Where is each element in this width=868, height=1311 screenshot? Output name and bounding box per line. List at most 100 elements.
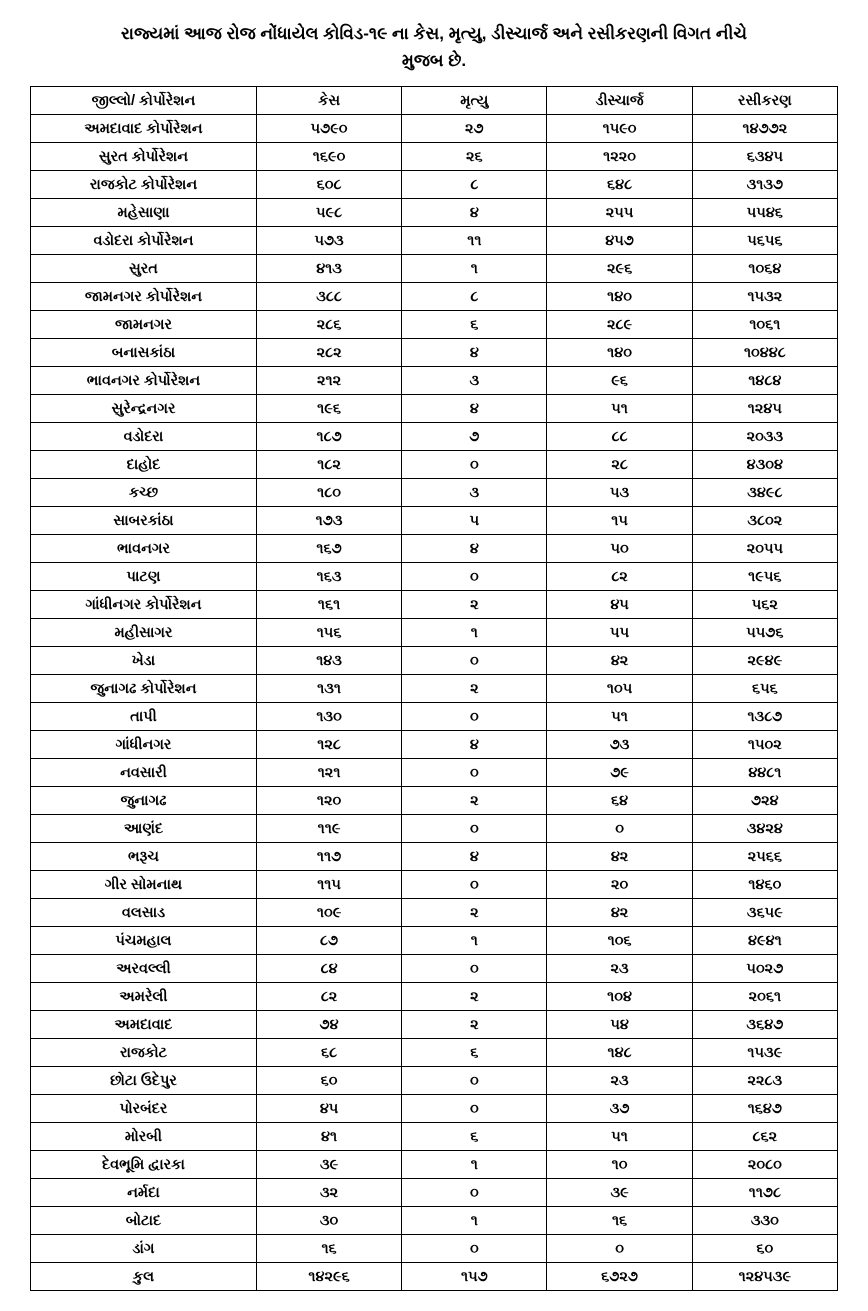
header-discharge: ડીસ્ચાર્જ xyxy=(547,87,692,115)
cell-cases: ૧૩૦ xyxy=(256,703,401,731)
table-row: ગાંધીનગર કોર્પોરેશન૧૬૧૨૪૫૫૬૨ xyxy=(31,591,838,619)
cell-cases: ૧૪૨૯૬ xyxy=(256,1263,401,1291)
cell-vaccination: ૫૬૨ xyxy=(692,591,837,619)
cell-district: નવસારી xyxy=(31,759,257,787)
table-header-row: જીલ્લો/ કોર્પોરેશન કેસ મૃત્યુ ડીસ્ચાર્જ … xyxy=(31,87,838,115)
cell-cases: ૧૩૧ xyxy=(256,675,401,703)
cell-deaths: ૪ xyxy=(402,199,547,227)
cell-vaccination: ૨૦૫૫ xyxy=(692,535,837,563)
cell-district: ડાંગ xyxy=(31,1235,257,1263)
cell-cases: ૧૭૩ xyxy=(256,507,401,535)
cell-discharge: ૨૫૫ xyxy=(547,199,692,227)
cell-vaccination: ૧૬૪૭ xyxy=(692,1095,837,1123)
cell-deaths: ૫ xyxy=(402,507,547,535)
header-vaccination: રસીકરણ xyxy=(692,87,837,115)
cell-deaths: ૦ xyxy=(402,563,547,591)
table-row: તાપી૧૩૦૦૫૧૧૩૮૭ xyxy=(31,703,838,731)
cell-district: ગાંધીનગર xyxy=(31,731,257,759)
cell-cases: ૧૦૯ xyxy=(256,899,401,927)
cell-vaccination: ૬૩૪૫ xyxy=(692,143,837,171)
cell-district: રાજકોટ xyxy=(31,1039,257,1067)
title-line-2: મુજબ છે. xyxy=(402,51,466,70)
cell-deaths: ૨ xyxy=(402,787,547,815)
table-row: આણંદ૧૧૯૦૦૩૪૨૪ xyxy=(31,815,838,843)
cell-district: અમરેલી xyxy=(31,983,257,1011)
cell-discharge: ૪૨ xyxy=(547,647,692,675)
header-deaths: મૃત્યુ xyxy=(402,87,547,115)
table-row: સુરેન્દ્રનગર૧૯૬૪૫૧૧૨૪૫ xyxy=(31,395,838,423)
table-row: જામનગર કોર્પોરેશન૩૮૮૮૧૪૦૧૫૩૨ xyxy=(31,283,838,311)
cell-cases: ૨૮૬ xyxy=(256,311,401,339)
cell-vaccination: ૧૦૬૪ xyxy=(692,255,837,283)
cell-discharge: ૧૨૨૦ xyxy=(547,143,692,171)
table-row: ગાંધીનગર૧૨૮૪૭૩૧૫૦૨ xyxy=(31,731,838,759)
cell-district: પંચમહાલ xyxy=(31,927,257,955)
table-row: નર્મદા૩૨૦૩૯૧૧૭૮ xyxy=(31,1179,838,1207)
cell-discharge: ૫૧ xyxy=(547,703,692,731)
cell-cases: ૫૯૮ xyxy=(256,199,401,227)
cell-vaccination: ૨૯૪૯ xyxy=(692,647,837,675)
cell-cases: ૨૧૨ xyxy=(256,367,401,395)
cell-discharge: ૧૦૪ xyxy=(547,983,692,1011)
cell-discharge: ૪૨ xyxy=(547,843,692,871)
cell-cases: ૧૧૭ xyxy=(256,843,401,871)
cell-district: પોરબંદર xyxy=(31,1095,257,1123)
table-body: અમદાવાદ કોર્પોરેશન૫૭૯૦૨૭૧૫૯૦૧૪૭૭૨સુરત કો… xyxy=(31,115,838,1291)
cell-district: પાટણ xyxy=(31,563,257,591)
cell-deaths: ૪ xyxy=(402,843,547,871)
cell-vaccination: ૫૦૨૭ xyxy=(692,955,837,983)
cell-district: બનાસકાંઠા xyxy=(31,339,257,367)
cell-vaccination: ૨૨૮૩ xyxy=(692,1067,837,1095)
cell-discharge: ૧૫ xyxy=(547,507,692,535)
cell-vaccination: ૧૪૬૦ xyxy=(692,871,837,899)
cell-vaccination: ૩૮૦૨ xyxy=(692,507,837,535)
cell-discharge: ૩૯ xyxy=(547,1179,692,1207)
table-row: કુલ૧૪૨૯૬૧૫૭૬૭૨૭૧૨૪૫૩૯ xyxy=(31,1263,838,1291)
cell-vaccination: ૭૨૪ xyxy=(692,787,837,815)
table-row: દાહોદ૧૮૨૦૨૮૪૩૦૪ xyxy=(31,451,838,479)
cell-vaccination: ૨૦૩૩ xyxy=(692,423,837,451)
cell-discharge: ૧૦૬ xyxy=(547,927,692,955)
table-row: નવસારી૧૨૧૦૭૯૪૪૮૧ xyxy=(31,759,838,787)
cell-district: અરવલ્લી xyxy=(31,955,257,983)
cell-cases: ૩૮૮ xyxy=(256,283,401,311)
cell-cases: ૫૭૩ xyxy=(256,227,401,255)
cell-district: કચ્છ xyxy=(31,479,257,507)
cell-discharge: ૫૧ xyxy=(547,395,692,423)
cell-cases: ૧૯૬ xyxy=(256,395,401,423)
cell-district: કુલ xyxy=(31,1263,257,1291)
cell-deaths: ૧ xyxy=(402,1207,547,1235)
table-row: ભાવનગર૧૬૭૪૫૦૨૦૫૫ xyxy=(31,535,838,563)
cell-vaccination: ૧૫૩૯ xyxy=(692,1039,837,1067)
cell-vaccination: ૧૦૪૪૮ xyxy=(692,339,837,367)
cell-deaths: ૨ xyxy=(402,899,547,927)
cell-district: વડોદરા xyxy=(31,423,257,451)
cell-vaccination: ૨૫૬૬ xyxy=(692,843,837,871)
table-row: પોરબંદર૪૫૦૩૭૧૬૪૭ xyxy=(31,1095,838,1123)
cell-cases: ૧૨૮ xyxy=(256,731,401,759)
table-row: પાટણ૧૬૩૦૮૨૧૯૫૬ xyxy=(31,563,838,591)
cell-discharge: ૫૫ xyxy=(547,619,692,647)
table-row: સુરત કોર્પોરેશન૧૬૯૦૨૬૧૨૨૦૬૩૪૫ xyxy=(31,143,838,171)
cell-deaths: ૬ xyxy=(402,1123,547,1151)
cell-discharge: ૭૩ xyxy=(547,731,692,759)
cell-deaths: ૦ xyxy=(402,815,547,843)
cell-cases: ૬૮ xyxy=(256,1039,401,1067)
cell-deaths: ૨ xyxy=(402,675,547,703)
cell-deaths: ૦ xyxy=(402,647,547,675)
cell-vaccination: ૩૪૯૮ xyxy=(692,479,837,507)
cell-district: ભરૂચ xyxy=(31,843,257,871)
cell-deaths: ૦ xyxy=(402,871,547,899)
cell-deaths: ૦ xyxy=(402,451,547,479)
cell-district: ગાંધીનગર કોર્પોરેશન xyxy=(31,591,257,619)
cell-deaths: ૦ xyxy=(402,955,547,983)
table-row: અમદાવાદ૭૪૨૫૪૩૬૪૭ xyxy=(31,1011,838,1039)
table-row: જામનગર૨૮૬૬૨૮૯૧૦૬૧ xyxy=(31,311,838,339)
cell-discharge: ૬૪૮ xyxy=(547,171,692,199)
cell-cases: ૩૦ xyxy=(256,1207,401,1235)
cell-discharge: ૨૩ xyxy=(547,955,692,983)
cell-vaccination: ૧૦૬૧ xyxy=(692,311,837,339)
cell-cases: ૧૫૬ xyxy=(256,619,401,647)
cell-deaths: ૮ xyxy=(402,283,547,311)
cell-district: વલસાડ xyxy=(31,899,257,927)
